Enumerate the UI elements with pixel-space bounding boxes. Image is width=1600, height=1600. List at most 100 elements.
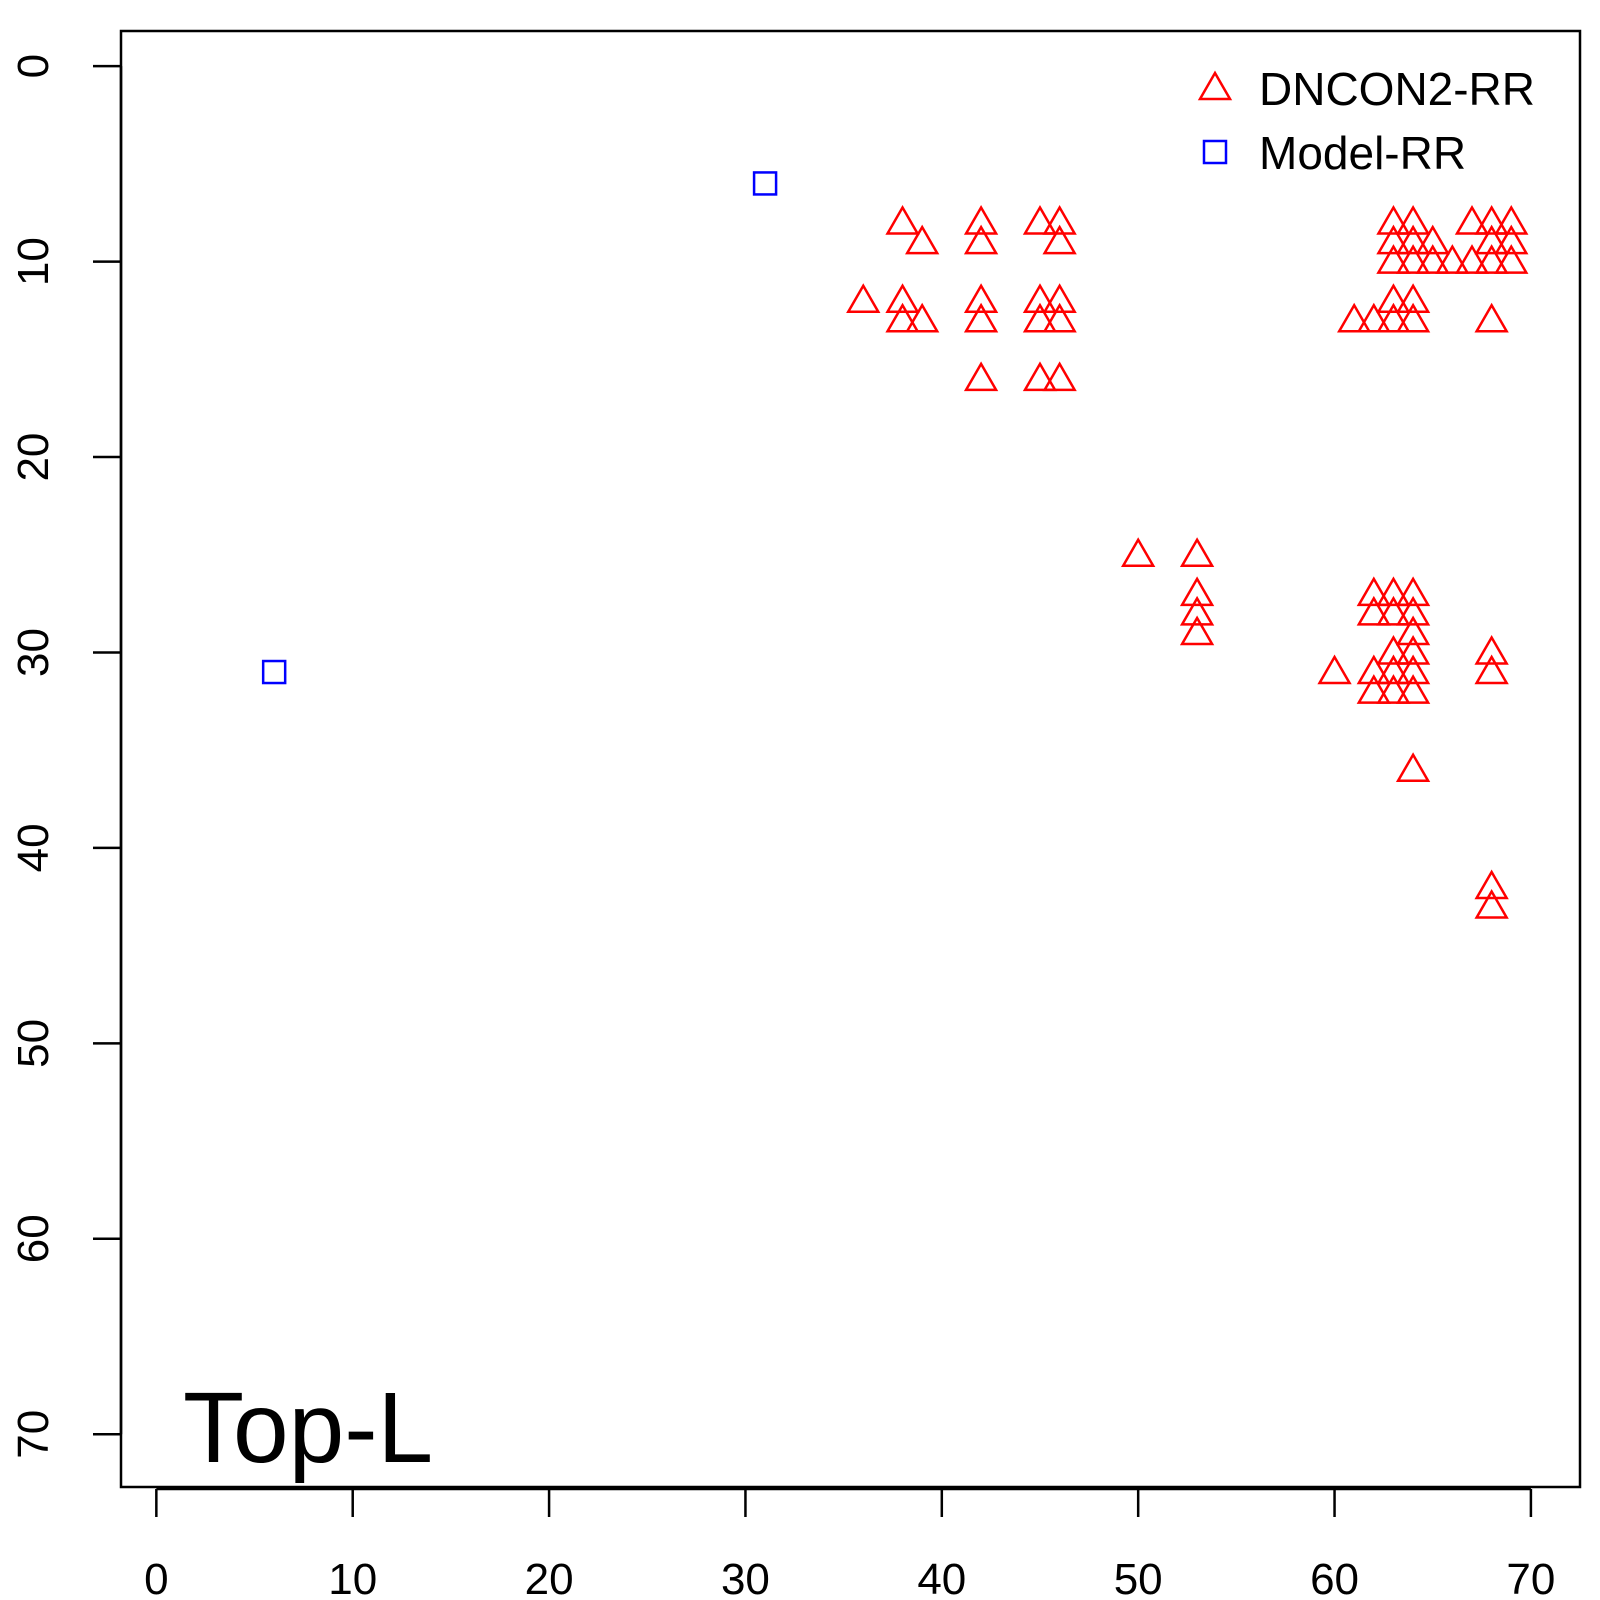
triangle-point xyxy=(1356,654,1391,685)
triangle-point xyxy=(1022,205,1058,235)
triangle-point xyxy=(1454,205,1490,235)
x-tick-label: 40 xyxy=(917,1555,966,1600)
triangle-point xyxy=(1395,595,1431,626)
triangle-point xyxy=(1179,537,1215,568)
legend-square-marker xyxy=(1202,139,1228,165)
triangle-point xyxy=(1376,595,1411,626)
triangle-point xyxy=(885,205,920,235)
triangle-point xyxy=(1376,244,1411,274)
triangle-point xyxy=(1022,361,1058,392)
triangle-point xyxy=(1474,224,1509,255)
triangle-point xyxy=(1042,361,1077,392)
triangle-point xyxy=(1395,302,1431,333)
triangle-point xyxy=(1356,674,1391,704)
triangle-point xyxy=(1356,302,1391,333)
legend-label: Model-RR xyxy=(1259,127,1466,179)
triangle-point xyxy=(1042,302,1077,333)
square-point xyxy=(752,171,778,196)
triangle-point xyxy=(1395,674,1431,704)
triangle-point xyxy=(1494,224,1529,255)
triangle-point xyxy=(1474,634,1509,665)
triangle-point xyxy=(1376,634,1411,665)
triangle-point xyxy=(846,283,881,313)
triangle-point xyxy=(1474,205,1509,235)
y-tick-label: 0 xyxy=(9,54,58,78)
legend: DNCON2-RR Model-RR xyxy=(1197,63,1535,179)
chart-annotation: Top-L xyxy=(183,1372,433,1484)
triangle-point xyxy=(1474,889,1509,919)
triangle-point xyxy=(1042,205,1077,235)
triangle-point xyxy=(1022,283,1058,313)
triangle-point xyxy=(885,302,920,333)
triangle-point xyxy=(905,224,940,255)
triangle-point xyxy=(1376,674,1411,704)
triangle-point xyxy=(1494,205,1529,235)
triangle-point xyxy=(1042,283,1077,313)
triangle-point xyxy=(963,302,999,333)
triangle-point xyxy=(1435,244,1470,274)
x-axis: 0 10 20 30 40 50 60 70 xyxy=(144,1487,1555,1600)
triangle-point xyxy=(1356,576,1391,607)
x-tick-label: 60 xyxy=(1310,1555,1359,1600)
triangle-point xyxy=(1415,244,1450,274)
triangle-point xyxy=(1376,283,1411,313)
x-tick-label: 30 xyxy=(721,1555,770,1600)
y-tick-label: 70 xyxy=(9,1410,58,1459)
triangle-point xyxy=(1395,615,1431,646)
triangle-point xyxy=(1317,654,1352,685)
x-tick-label: 20 xyxy=(525,1555,574,1600)
y-tick-label: 10 xyxy=(9,237,58,286)
triangle-point xyxy=(1395,752,1431,782)
y-tick-label: 50 xyxy=(9,1019,58,1068)
legend-label: DNCON2-RR xyxy=(1259,63,1535,115)
triangle-point xyxy=(1376,654,1411,685)
triangle-point xyxy=(1474,302,1509,333)
triangle-point xyxy=(1376,205,1411,235)
triangle-point xyxy=(1494,244,1529,274)
triangle-point xyxy=(1395,634,1431,665)
triangle-point xyxy=(905,302,940,333)
x-tick-label: 0 xyxy=(144,1555,168,1600)
y-axis: 0 10 20 30 40 50 60 70 xyxy=(9,54,123,1459)
triangle-point xyxy=(1454,244,1490,274)
series-0 xyxy=(846,205,1529,919)
y-tick-label: 20 xyxy=(9,433,58,482)
triangle-point xyxy=(1474,244,1509,274)
triangle-point xyxy=(1179,576,1215,607)
series-1 xyxy=(261,171,778,685)
triangle-point xyxy=(1415,224,1450,255)
triangle-point xyxy=(963,224,999,255)
triangle-point xyxy=(1395,244,1431,274)
square-point xyxy=(261,659,287,685)
triangle-point xyxy=(1022,302,1058,333)
triangle-point xyxy=(1179,615,1215,646)
y-tick-label: 40 xyxy=(9,823,58,872)
triangle-point xyxy=(1376,302,1411,333)
triangle-point xyxy=(1337,302,1372,333)
triangle-point xyxy=(1474,654,1509,685)
triangle-point xyxy=(1042,224,1077,255)
chart-marks xyxy=(261,171,1529,919)
triangle-point xyxy=(1376,576,1411,607)
triangle-point xyxy=(1395,654,1431,685)
y-tick-label: 30 xyxy=(9,628,58,677)
triangle-point xyxy=(1121,537,1156,568)
triangle-point xyxy=(1395,224,1431,255)
triangle-point xyxy=(1395,205,1431,235)
triangle-point xyxy=(1376,224,1411,255)
triangle-point xyxy=(963,283,999,313)
x-tick-label: 50 xyxy=(1114,1555,1163,1600)
legend-triangle-marker xyxy=(1197,70,1233,101)
triangle-point xyxy=(963,361,999,392)
triangle-point xyxy=(1179,595,1215,626)
triangle-point xyxy=(1395,283,1431,313)
triangle-point xyxy=(1395,576,1431,607)
y-tick-label: 60 xyxy=(9,1214,58,1263)
triangle-point xyxy=(963,205,999,235)
triangle-point xyxy=(1474,869,1509,900)
x-tick-label: 70 xyxy=(1506,1555,1555,1600)
x-tick-label: 10 xyxy=(328,1555,377,1600)
triangle-point xyxy=(885,283,920,313)
